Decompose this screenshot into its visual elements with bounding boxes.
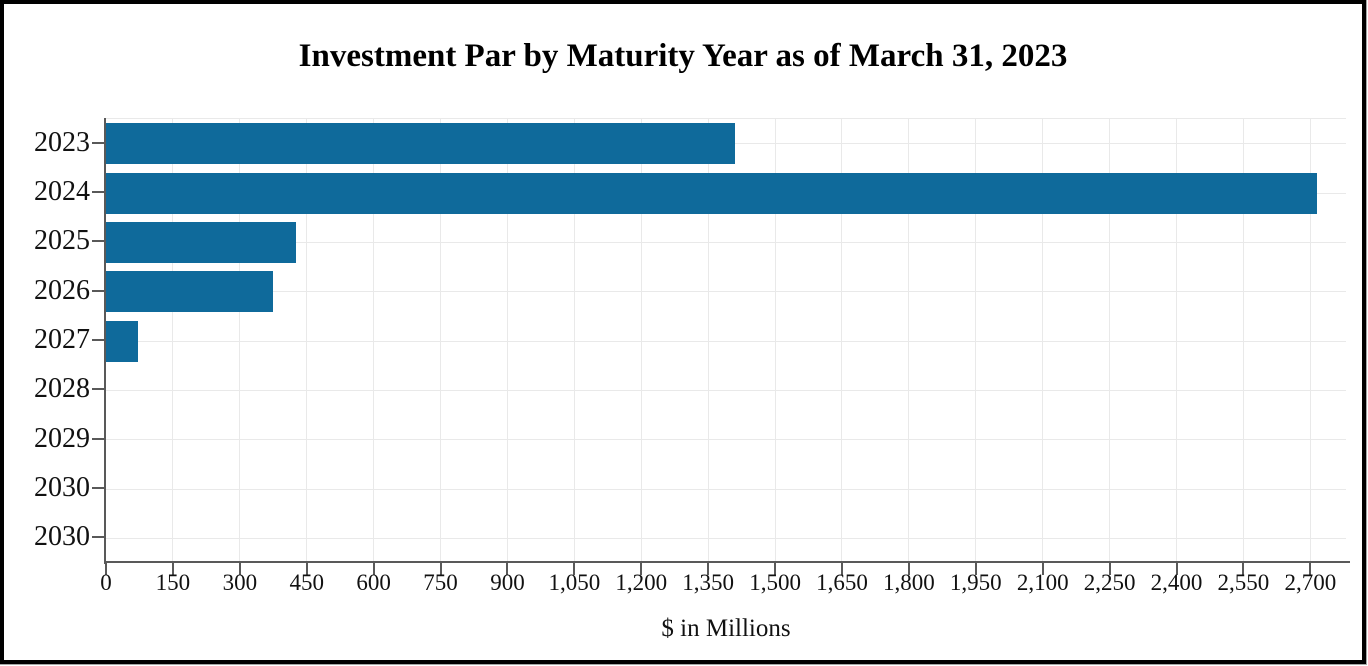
y-tick: [92, 191, 104, 193]
x-tick: [305, 562, 308, 575]
x-axis-title: $ in Millions: [661, 615, 791, 642]
x-tick-label: 0: [100, 570, 112, 595]
y-tick-label: 2028: [34, 373, 90, 405]
x-axis-line: [104, 561, 1350, 563]
y-tick-label: 2029: [34, 422, 90, 454]
x-tick-label: 2,250: [1083, 570, 1136, 595]
y-tick-label: 2030: [34, 472, 90, 503]
gridline-vertical: [640, 119, 642, 563]
gridline-vertical: [1109, 119, 1111, 563]
x-tick-label: 750: [423, 570, 458, 595]
x-tick: [1108, 562, 1111, 575]
gridline-vertical: [1309, 119, 1311, 563]
x-tick: [640, 562, 643, 575]
x-tick: [171, 562, 174, 575]
y-tick: [92, 487, 104, 489]
y-tick-label: 2025: [34, 225, 90, 257]
gridline-vertical: [172, 119, 174, 563]
x-tick-label: 600: [356, 570, 391, 595]
gridline-horizontal: [106, 340, 1346, 342]
bar-2023: [106, 123, 735, 165]
x-tick-label: 1,200: [615, 570, 668, 595]
chart-title: Investment Par by Maturity Year as of Ma…: [298, 38, 1068, 74]
x-tick: [907, 562, 910, 575]
x-tick-label: 2,100: [1016, 570, 1069, 595]
gridline-vertical: [440, 119, 442, 563]
x-tick: [1041, 562, 1044, 575]
gridline-horizontal: [106, 389, 1346, 391]
x-tick-label: 1,350: [682, 570, 735, 595]
bar-2026: [106, 271, 273, 313]
x-tick: [1175, 562, 1178, 575]
gridline-vertical: [774, 119, 776, 563]
y-tick-label: 2030: [34, 521, 90, 553]
y-tick: [92, 536, 104, 539]
y-tick-label: 2027: [34, 324, 90, 355]
x-tick-label: 1,050: [548, 570, 601, 595]
x-tick-label: 450: [289, 570, 324, 595]
x-tick: [573, 562, 576, 575]
x-tick: [1309, 562, 1312, 575]
gridline-vertical: [908, 119, 910, 563]
y-tick: [92, 289, 104, 292]
x-tick-label: 150: [155, 570, 191, 595]
x-tick-label: 2,400: [1150, 570, 1203, 595]
gridline-vertical: [975, 119, 977, 563]
y-tick: [92, 240, 104, 243]
x-tick: [506, 562, 509, 575]
gridline-vertical: [506, 119, 508, 563]
x-tick: [774, 562, 777, 575]
gridline-vertical: [306, 119, 308, 563]
y-tick-label: 2023: [34, 126, 90, 158]
gridline-vertical: [1176, 119, 1177, 563]
x-tick-label: 1,800: [883, 570, 935, 595]
y-tick-label: 2026: [34, 274, 90, 306]
bar-chart: Investment Par by Maturity Year as of Ma…: [4, 4, 1362, 660]
gridline-vertical: [373, 119, 375, 563]
x-tick: [372, 562, 375, 575]
y-tick: [92, 339, 104, 341]
x-tick: [974, 562, 977, 575]
gridline-horizontal: [106, 291, 1346, 293]
y-tick: [92, 141, 104, 144]
gridline-vertical: [239, 119, 241, 563]
x-tick-label: 900: [490, 570, 525, 595]
plot-area: [106, 118, 1346, 563]
gridline-vertical: [573, 119, 575, 563]
bar-2027: [106, 320, 138, 362]
gridline-vertical: [1042, 119, 1044, 563]
gridline-horizontal: [106, 241, 1346, 243]
y-tick-label: 2024: [34, 176, 90, 207]
gridline-vertical: [841, 119, 843, 563]
x-tick: [105, 562, 107, 575]
gridline-vertical: [707, 119, 709, 563]
x-tick-label: 1,500: [749, 570, 801, 595]
x-tick: [840, 562, 843, 575]
x-tick: [707, 562, 710, 575]
x-tick-label: 2,550: [1217, 570, 1270, 595]
bar-2024: [106, 172, 1317, 214]
gridline-horizontal: [106, 488, 1346, 490]
x-tick: [1242, 562, 1245, 575]
gridline-horizontal: [106, 537, 1346, 539]
x-tick: [238, 562, 241, 575]
y-axis-line: [104, 118, 106, 564]
x-tick-label: 1,650: [816, 570, 868, 595]
x-tick-label: 2,700: [1284, 570, 1337, 595]
y-tick: [92, 437, 104, 440]
gridline-horizontal: [106, 439, 1346, 441]
y-tick: [92, 388, 104, 391]
bar-2025: [106, 221, 296, 263]
x-tick-label: 1,950: [949, 570, 1002, 595]
x-tick-label: 300: [222, 570, 258, 595]
gridline-vertical: [1242, 119, 1244, 563]
x-tick: [439, 562, 442, 575]
